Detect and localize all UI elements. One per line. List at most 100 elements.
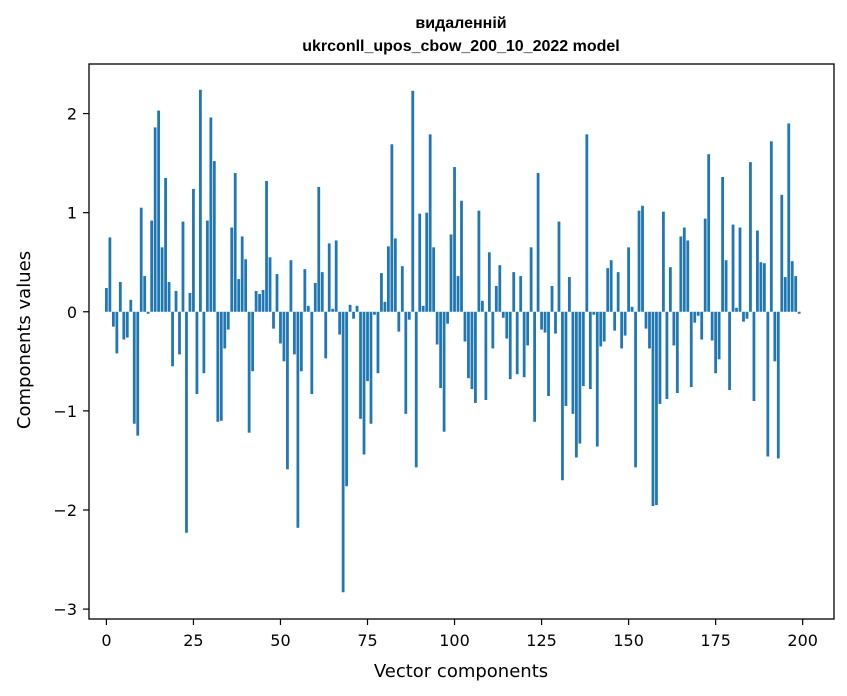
bar — [644, 311, 648, 329]
bar — [487, 252, 491, 312]
bar — [414, 311, 418, 468]
bar — [237, 279, 241, 312]
x-tick-label: 50 — [270, 631, 290, 650]
bar — [696, 311, 700, 316]
bar — [432, 247, 436, 312]
bar — [157, 110, 161, 312]
axes-group: 0 25 50 75 100 125 150 175 200 −3 −2 −1 0 1 2 — [53, 63, 835, 650]
bar — [564, 311, 568, 406]
bar — [599, 311, 603, 347]
bar — [595, 311, 599, 447]
bar — [655, 311, 658, 506]
bar — [174, 290, 178, 312]
bar — [345, 311, 349, 487]
bar — [209, 117, 213, 312]
bar — [606, 268, 610, 312]
bar — [474, 311, 477, 403]
bar — [550, 286, 554, 312]
bar — [463, 311, 467, 342]
y-tick-label: −1 — [53, 402, 77, 421]
bar — [129, 299, 133, 312]
bar — [641, 205, 644, 312]
bar — [153, 127, 157, 312]
x-tick-label: 200 — [787, 631, 818, 650]
x-tick-label: 0 — [101, 631, 111, 650]
bar — [317, 186, 321, 312]
bar — [526, 311, 530, 346]
bar — [369, 311, 373, 424]
bar — [762, 263, 766, 312]
bar — [630, 306, 634, 312]
bar — [721, 176, 724, 312]
bar — [578, 311, 582, 444]
bar — [132, 311, 136, 424]
bar — [529, 247, 533, 312]
bar — [574, 311, 578, 458]
bar — [731, 224, 735, 312]
bar — [393, 238, 397, 312]
chart-title-line-1: видаленній — [415, 15, 506, 32]
y-tick-label: −3 — [53, 600, 77, 619]
bar — [780, 194, 784, 312]
bar — [223, 311, 227, 349]
bar — [547, 311, 550, 397]
bar — [602, 311, 606, 342]
bar — [613, 311, 617, 331]
bar — [247, 311, 251, 433]
bar — [728, 311, 731, 391]
bar — [299, 311, 303, 372]
bar — [672, 311, 676, 346]
bar — [752, 311, 756, 401]
bar — [125, 311, 129, 338]
bar — [491, 311, 495, 349]
bar — [205, 220, 209, 312]
bar — [282, 311, 286, 362]
bar — [310, 311, 314, 395]
x-tick-label: 125 — [526, 631, 557, 650]
bar — [543, 311, 547, 333]
bar — [122, 311, 126, 340]
bar — [484, 311, 488, 400]
bar — [146, 311, 150, 314]
bar — [397, 311, 401, 332]
bar — [192, 188, 195, 312]
bar — [515, 311, 519, 375]
bar — [188, 292, 192, 312]
bar — [352, 311, 355, 319]
bar — [557, 221, 561, 312]
bar — [164, 177, 167, 312]
bars-group — [105, 89, 801, 593]
bar — [682, 227, 686, 312]
bar — [202, 311, 206, 374]
bar — [324, 311, 328, 359]
bar — [435, 311, 439, 345]
bar — [797, 311, 801, 314]
y-tick-label: 1 — [67, 204, 77, 223]
bar — [348, 304, 352, 312]
bar — [651, 311, 655, 507]
bar — [387, 246, 390, 312]
bar — [136, 311, 140, 436]
bar — [428, 134, 432, 312]
bar — [261, 289, 265, 312]
bar — [616, 272, 620, 312]
bar — [185, 311, 188, 533]
bar — [536, 173, 540, 312]
bar — [178, 311, 181, 355]
bar — [714, 311, 718, 374]
bar — [568, 277, 571, 312]
bar — [679, 236, 683, 312]
bar — [480, 300, 484, 312]
bar — [216, 311, 220, 422]
bar — [453, 167, 456, 312]
bar — [766, 311, 770, 457]
bar — [380, 273, 383, 312]
x-tick-label: 150 — [613, 631, 644, 650]
bar — [790, 261, 794, 312]
bar — [470, 311, 474, 390]
bar — [794, 276, 798, 312]
bar — [571, 311, 575, 414]
bar — [383, 301, 387, 312]
bar — [724, 260, 728, 312]
bar — [334, 240, 338, 312]
